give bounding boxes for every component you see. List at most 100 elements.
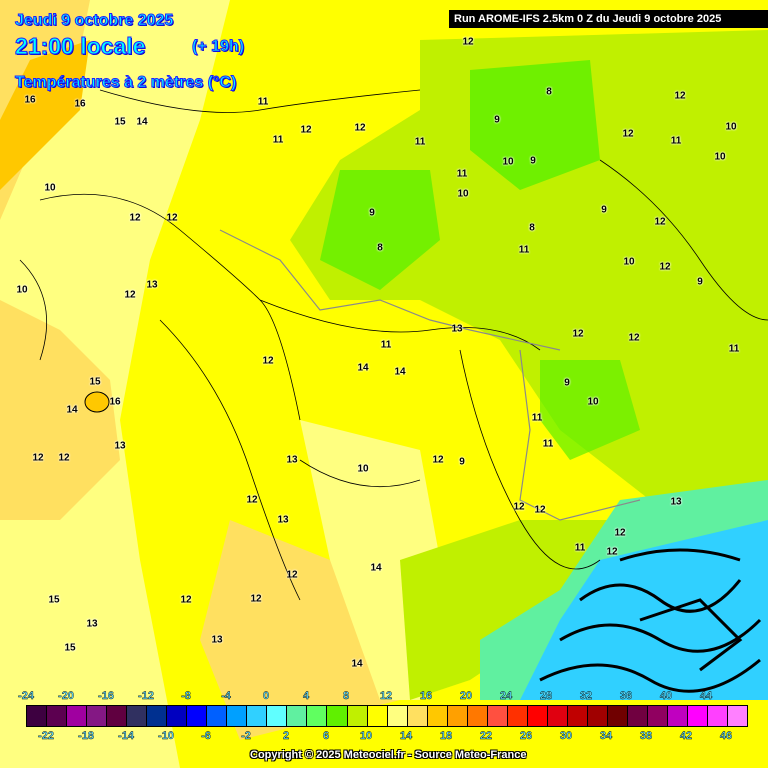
contour-label: 12 — [124, 289, 136, 301]
copyright-text: Copyright © 2025 Meteociel.fr - Source M… — [250, 749, 527, 761]
contour-label: 12 — [180, 594, 192, 606]
contour-label: 12 — [432, 454, 444, 466]
contour-label: 12 — [166, 212, 178, 224]
color-scale-cell — [427, 706, 448, 726]
color-scale-cell — [187, 706, 208, 726]
color-scale-tick-bottom: -10 — [158, 730, 174, 742]
color-scale-tick-top: 32 — [579, 690, 593, 702]
color-scale-cell — [507, 706, 528, 726]
color-scale-tick-top: 44 — [699, 690, 713, 702]
color-scale-cell — [447, 706, 468, 726]
contour-label: 9 — [494, 114, 500, 126]
contour-label: 11 — [518, 244, 530, 256]
contour-label: 13 — [114, 440, 126, 452]
contour-label: 10 — [725, 121, 737, 133]
contour-label: 12 — [246, 494, 258, 506]
forecast-date: Jeudi 9 octobre 2025 — [14, 12, 174, 30]
color-scale-cell — [627, 706, 648, 726]
contour-label: 11 — [414, 136, 426, 148]
color-scale-tick-top: -24 — [18, 690, 34, 702]
color-scale-cell — [207, 706, 228, 726]
contour-label: 10 — [587, 396, 599, 408]
color-scale-cell — [547, 706, 568, 726]
parameter-title: Températures à 2 mètres (°C) — [14, 74, 237, 92]
contour-label: 14 — [66, 404, 78, 416]
color-scale-cell — [668, 706, 689, 726]
color-scale-tick-bottom: 18 — [439, 730, 453, 742]
contour-label: 13 — [86, 618, 98, 630]
color-scale-cell — [587, 706, 608, 726]
zone-cold-3 — [540, 360, 640, 460]
color-scale-cell — [367, 706, 388, 726]
contour-label: 16 — [24, 94, 36, 106]
run-label: Run AROME-IFS 2.5km 0 Z du Jeudi 9 octob… — [449, 10, 768, 28]
contour-label: 16 — [109, 396, 121, 408]
contour-label: 11 — [272, 134, 284, 146]
contour-label: 16 — [74, 98, 86, 110]
contour-label: 10 — [502, 156, 514, 168]
contour-label: 14 — [351, 658, 363, 670]
zone-cool-northeast — [290, 30, 768, 520]
color-scale-cell — [647, 706, 668, 726]
border-lines — [219, 229, 641, 521]
color-scale-tick-top: 20 — [459, 690, 473, 702]
color-scale-cell — [387, 706, 408, 726]
contour-label: 15 — [114, 116, 126, 128]
contour-label: 12 — [659, 261, 671, 273]
contour-label: 14 — [357, 362, 369, 374]
contour-label: 12 — [286, 569, 298, 581]
contour-label: 9 — [459, 456, 465, 468]
color-scale-cell — [47, 706, 68, 726]
zone-warmer-strip — [0, 40, 90, 190]
color-scale-cell — [87, 706, 108, 726]
color-scale-cell — [247, 706, 268, 726]
zone-cool-south — [400, 520, 620, 700]
color-scale-cell — [167, 706, 188, 726]
color-scale-tick-bottom: 26 — [519, 730, 533, 742]
contour-label: 15 — [89, 376, 101, 388]
contour-label: 11 — [728, 343, 740, 355]
color-scale-cell — [407, 706, 428, 726]
contour-label: 12 — [250, 593, 262, 605]
color-scale-tick-top: -8 — [181, 690, 191, 702]
contour-label: 13 — [451, 323, 463, 335]
color-scale-tick-top: -20 — [58, 690, 74, 702]
color-scale-cell — [267, 706, 288, 726]
color-scale-tick-bottom: -6 — [201, 730, 211, 742]
contour-label: 12 — [674, 90, 686, 102]
contour-label: 9 — [369, 207, 375, 219]
contour-label: 9 — [697, 276, 703, 288]
contour-label: 11 — [456, 168, 468, 180]
contour-label: 9 — [601, 204, 607, 216]
contour-label: 13 — [211, 634, 223, 646]
contour-label: 12 — [58, 452, 70, 464]
forecast-lead-time: (+ 19h) — [191, 38, 245, 56]
contour-label: 13 — [146, 279, 158, 291]
color-scale-tick-bottom: -2 — [241, 730, 251, 742]
color-scale-cell — [287, 706, 308, 726]
contour-label: 12 — [614, 527, 626, 539]
color-scale-tick-top: 40 — [659, 690, 673, 702]
color-scale-tick-bottom: 2 — [282, 730, 290, 742]
color-scale-tick-top: -16 — [98, 690, 114, 702]
zone-warm-west — [0, 300, 120, 520]
contour-label: 10 — [623, 256, 635, 268]
contour-label: 11 — [380, 339, 392, 351]
contour-label: 9 — [530, 155, 536, 167]
color-scale-cell — [607, 706, 628, 726]
color-scale-tick-top: 28 — [539, 690, 553, 702]
color-scale-tick-bottom: 14 — [399, 730, 413, 742]
contour-label: 8 — [377, 242, 383, 254]
contour-label: 12 — [262, 355, 274, 367]
contour-label: 10 — [44, 182, 56, 194]
contour-label: 13 — [277, 514, 289, 526]
color-scale-tick-top: 4 — [302, 690, 310, 702]
contour-label: 11 — [574, 542, 586, 554]
color-scale-tick-top: 8 — [342, 690, 350, 702]
contour-label: 11 — [542, 438, 554, 450]
contour-label: 14 — [394, 366, 406, 378]
zone-alps-contours — [539, 548, 762, 693]
contour-label: 12 — [32, 452, 44, 464]
color-scale-tick-bottom: 38 — [639, 730, 653, 742]
